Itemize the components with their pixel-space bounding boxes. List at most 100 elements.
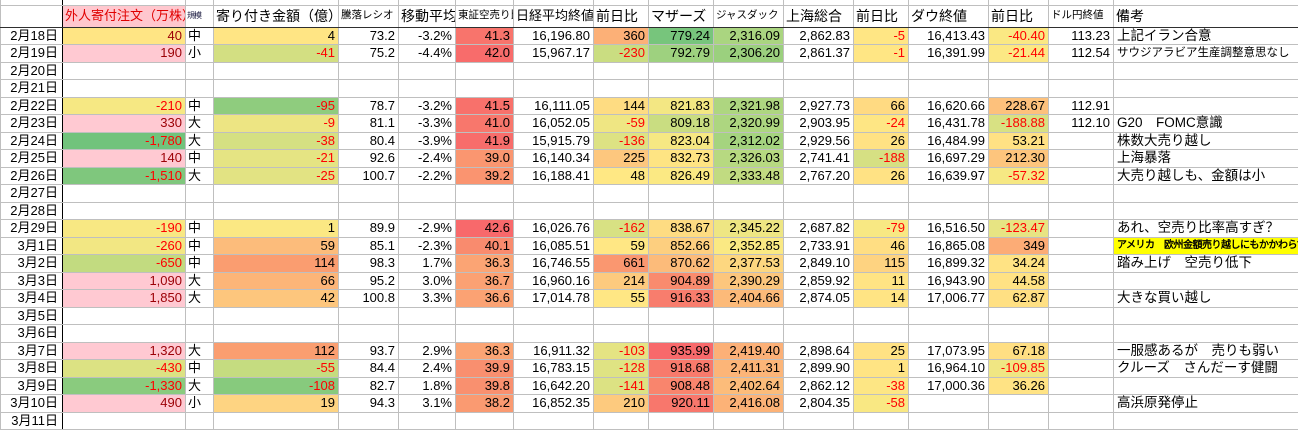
opening-amount-cell[interactable]: 59 [213,236,339,255]
moving-average-cell[interactable]: 2.4% [398,359,456,378]
shanghai-change-cell[interactable]: 26 [853,131,909,150]
remarks-cell[interactable]: G20 FOMC意識 [1113,114,1298,133]
updown-ratio-cell[interactable] [338,79,399,98]
mothers-cell[interactable]: 935.99 [648,341,714,360]
short-ratio-cell[interactable]: 38.2 [455,394,514,413]
short-ratio-cell[interactable] [455,184,514,203]
jasdaq-cell[interactable] [713,61,784,80]
mothers-cell[interactable]: 908.48 [648,376,714,395]
remarks-cell[interactable]: あれ、空売り比率高すぎ？ [1113,219,1298,238]
foreign-orders-cell[interactable]: -430 [62,359,186,378]
remarks-cell[interactable] [1113,96,1298,115]
opening-amount-cell[interactable] [213,306,339,325]
remarks-cell[interactable]: 上記イラン合意 [1113,26,1298,45]
usdjpy-cell[interactable] [1048,166,1114,185]
mothers-cell[interactable]: 779.24 [648,26,714,45]
dow-close-cell[interactable]: 16,899.32 [908,254,989,273]
size-cell[interactable]: 中 [185,26,214,45]
mothers-cell[interactable] [648,184,714,203]
shanghai-change-cell[interactable] [853,306,909,325]
updown-ratio-cell[interactable]: 78.7 [338,96,399,115]
nikkei-change-cell[interactable]: -103 [593,341,649,360]
foreign-orders-cell[interactable]: -650 [62,254,186,273]
size-cell[interactable] [185,411,214,430]
column-header-updown-ratio[interactable]: 騰落レシオ [338,4,399,28]
opening-amount-cell[interactable]: -55 [213,359,339,378]
moving-average-cell[interactable] [398,324,456,343]
size-cell[interactable]: 中 [185,96,214,115]
size-cell[interactable]: 中 [185,236,214,255]
shanghai-cell[interactable]: 2,767.20 [783,166,854,185]
shanghai-cell[interactable]: 2,849.10 [783,254,854,273]
opening-amount-cell[interactable]: -108 [213,376,339,395]
date-cell[interactable]: 3月1日 [0,236,63,255]
nikkei-close-cell[interactable]: 16,911.32 [513,341,594,360]
remarks-cell[interactable] [1113,271,1298,290]
dow-close-cell[interactable]: 16,943.90 [908,271,989,290]
short-ratio-cell[interactable]: 39.0 [455,149,514,168]
shanghai-change-cell[interactable]: 66 [853,96,909,115]
dow-change-cell[interactable] [988,394,1049,413]
shanghai-change-cell[interactable]: 25 [853,341,909,360]
dow-close-cell[interactable] [908,201,989,220]
moving-average-cell[interactable]: 3.0% [398,271,456,290]
nikkei-close-cell[interactable] [513,306,594,325]
updown-ratio-cell[interactable]: 85.1 [338,236,399,255]
remarks-cell[interactable]: サウジアラビア生産調整意思なし [1113,44,1298,63]
shanghai-cell[interactable] [783,184,854,203]
dow-change-cell[interactable]: 212.30 [988,149,1049,168]
foreign-orders-cell[interactable]: 190 [62,44,186,63]
shanghai-cell[interactable] [783,324,854,343]
dow-close-cell[interactable] [908,411,989,430]
short-ratio-cell[interactable]: 42.6 [455,219,514,238]
nikkei-close-cell[interactable]: 15,915.79 [513,131,594,150]
foreign-orders-cell[interactable]: -260 [62,236,186,255]
shanghai-change-cell[interactable]: -5 [853,26,909,45]
nikkei-close-cell[interactable]: 16,188.41 [513,166,594,185]
foreign-orders-cell[interactable]: -190 [62,219,186,238]
foreign-orders-cell[interactable]: 330 [62,114,186,133]
updown-ratio-cell[interactable]: 73.2 [338,26,399,45]
moving-average-cell[interactable]: 3.1% [398,394,456,413]
dow-change-cell[interactable]: 62.87 [988,289,1049,308]
shanghai-cell[interactable]: 2,741.41 [783,149,854,168]
size-cell[interactable] [185,79,214,98]
nikkei-change-cell[interactable] [593,324,649,343]
mothers-cell[interactable] [648,201,714,220]
mothers-cell[interactable]: 920.11 [648,394,714,413]
shanghai-change-cell[interactable]: -58 [853,394,909,413]
dow-close-cell[interactable] [908,184,989,203]
nikkei-close-cell[interactable]: 16,026.76 [513,219,594,238]
mothers-cell[interactable] [648,306,714,325]
shanghai-cell[interactable]: 2,862.83 [783,26,854,45]
shanghai-change-cell[interactable] [853,201,909,220]
moving-average-cell[interactable]: -2.9% [398,219,456,238]
short-ratio-cell[interactable]: 39.2 [455,166,514,185]
nikkei-close-cell[interactable]: 16,111.05 [513,96,594,115]
short-ratio-cell[interactable]: 36.7 [455,271,514,290]
size-cell[interactable]: 中 [185,149,214,168]
opening-amount-cell[interactable]: 112 [213,341,339,360]
jasdaq-cell[interactable]: 2,321.98 [713,96,784,115]
dow-change-cell[interactable] [988,184,1049,203]
moving-average-cell[interactable] [398,61,456,80]
shanghai-cell[interactable]: 2,859.92 [783,271,854,290]
jasdaq-cell[interactable] [713,306,784,325]
mothers-cell[interactable]: 821.83 [648,96,714,115]
dow-close-cell[interactable]: 17,073.95 [908,341,989,360]
usdjpy-cell[interactable]: 112.54 [1048,44,1114,63]
remarks-cell[interactable]: 株数大売り越し [1113,131,1298,150]
shanghai-change-cell[interactable] [853,324,909,343]
mothers-cell[interactable]: 852.66 [648,236,714,255]
jasdaq-cell[interactable]: 2,404.66 [713,289,784,308]
date-cell[interactable]: 3月10日 [0,394,63,413]
opening-amount-cell[interactable]: -41 [213,44,339,63]
jasdaq-cell[interactable]: 2,320.99 [713,114,784,133]
nikkei-change-cell[interactable]: 210 [593,394,649,413]
usdjpy-cell[interactable] [1048,79,1114,98]
nikkei-change-cell[interactable] [593,201,649,220]
date-cell[interactable]: 3月2日 [0,254,63,273]
dow-change-cell[interactable]: 36.26 [988,376,1049,395]
nikkei-change-cell[interactable]: 48 [593,166,649,185]
nikkei-change-cell[interactable] [593,79,649,98]
